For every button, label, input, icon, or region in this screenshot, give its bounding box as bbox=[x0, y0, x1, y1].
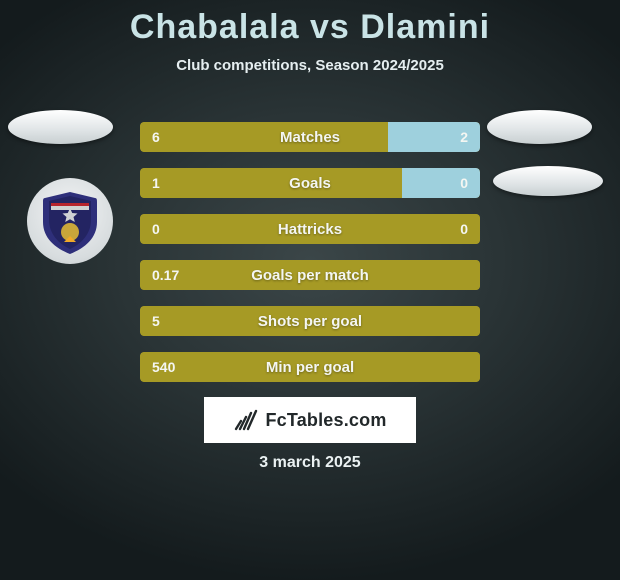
source-badge: FcTables.com bbox=[204, 397, 416, 443]
stats-panel: 62Matches 10Goals 00Hattricks 0.17Goals per… bbox=[140, 122, 480, 398]
stat-label: Hattricks bbox=[140, 214, 480, 244]
stat-row: 00Hattricks bbox=[140, 214, 480, 244]
stat-row: 10Goals bbox=[140, 168, 480, 198]
stat-row: 540Min per goal bbox=[140, 352, 480, 382]
stat-label: Min per goal bbox=[140, 352, 480, 382]
subtitle: Club competitions, Season 2024/2025 bbox=[0, 57, 620, 74]
stat-row: 62Matches bbox=[140, 122, 480, 152]
stat-label: Goals bbox=[140, 168, 480, 198]
crest-shield-icon bbox=[41, 192, 99, 254]
avatar-left-player bbox=[8, 110, 113, 144]
stat-row: 5Shots per goal bbox=[140, 306, 480, 336]
club-crest-left bbox=[27, 178, 113, 264]
source-badge-text: FcTables.com bbox=[265, 410, 386, 431]
avatar-right-player bbox=[487, 110, 592, 144]
stat-row: 0.17Goals per match bbox=[140, 260, 480, 290]
date-label: 3 march 2025 bbox=[0, 454, 620, 472]
avatar-right-club bbox=[493, 166, 603, 196]
stat-label: Matches bbox=[140, 122, 480, 152]
stat-label: Goals per match bbox=[140, 260, 480, 290]
comparison-card: Chabalala vs Dlamini Club competitions, … bbox=[0, 0, 620, 580]
page-title: Chabalala vs Dlamini bbox=[0, 0, 620, 47]
stat-label: Shots per goal bbox=[140, 306, 480, 336]
fctables-logo-icon bbox=[233, 407, 259, 433]
